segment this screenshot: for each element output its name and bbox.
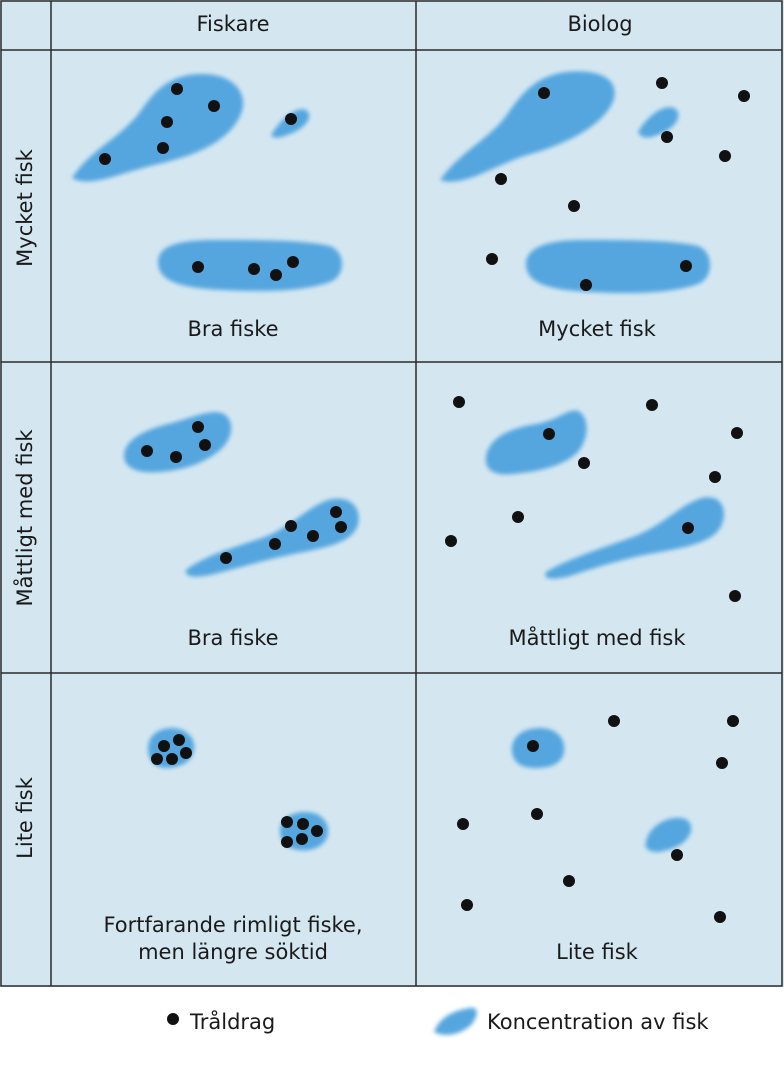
legend-trawl-icon <box>167 1013 179 1025</box>
trawl-dot <box>161 116 173 128</box>
trawl-dot <box>531 808 543 820</box>
fish-concentration <box>124 412 232 473</box>
column-header-fisherman: Fiskare <box>196 12 269 36</box>
trawl-dot <box>608 715 620 727</box>
trawl-dot <box>727 715 739 727</box>
row-header-little: Lite fisk <box>13 776 37 859</box>
trawl-dot <box>99 153 111 165</box>
caption-moderate-fisherman: Bra fiske <box>187 626 278 650</box>
caption-moderate-biologist: Måttligt med fisk <box>508 625 686 650</box>
trawl-dot <box>141 445 153 457</box>
trawl-dot <box>192 421 204 433</box>
trawl-dot <box>580 279 592 291</box>
trawl-dot <box>285 520 297 532</box>
trawl-dot <box>453 396 465 408</box>
trawl-dot <box>719 150 731 162</box>
fish-concentration <box>72 74 244 182</box>
fish-concentration <box>638 107 679 138</box>
trawl-dot <box>180 747 192 759</box>
trawl-dot <box>199 439 211 451</box>
trawl-dot <box>281 816 293 828</box>
trawl-dot <box>307 530 319 542</box>
trawl-dot <box>527 740 539 752</box>
trawl-dot <box>171 83 183 95</box>
caption-much-biologist: Mycket fisk <box>538 317 657 341</box>
trawl-dot <box>578 457 590 469</box>
trawl-dot <box>296 833 308 845</box>
trawl-dot <box>330 506 342 518</box>
trawl-dot <box>709 471 721 483</box>
trawl-dot <box>661 131 673 143</box>
row-header-much: Mycket fisk <box>13 148 37 267</box>
trawl-dot <box>512 511 524 523</box>
trawl-dot <box>287 256 299 268</box>
trawl-dot <box>297 818 309 830</box>
legend: Tråldrag Koncentration av fisk <box>167 1007 709 1035</box>
trawl-dot <box>731 427 743 439</box>
trawl-dot <box>208 100 220 112</box>
caption-little-biologist: Lite fisk <box>556 940 639 964</box>
fish-concentration <box>485 410 587 475</box>
caption-much-fisherman: Bra fiske <box>187 317 278 341</box>
trawl-dot <box>543 428 555 440</box>
trawl-dot <box>656 77 668 89</box>
legend-trawl-label: Tråldrag <box>189 1009 275 1034</box>
trawl-dot <box>335 521 347 533</box>
trawl-hauls <box>99 77 750 923</box>
trawl-dot <box>486 253 498 265</box>
trawl-dot <box>646 399 658 411</box>
trawl-dot <box>166 753 178 765</box>
trawl-dot <box>716 757 728 769</box>
trawl-dot <box>248 263 260 275</box>
trawl-dot <box>563 875 575 887</box>
legend-concentration-icon <box>434 1007 477 1035</box>
trawl-dot <box>729 590 741 602</box>
legend-concentration-label: Koncentration av fisk <box>487 1010 709 1034</box>
trawl-dot <box>568 200 580 212</box>
fish-concentration <box>645 817 692 852</box>
trawl-dot <box>220 552 232 564</box>
trawl-dot <box>270 269 282 281</box>
trawl-dot <box>457 818 469 830</box>
trawl-dot <box>157 142 169 154</box>
trawl-dot <box>671 849 683 861</box>
column-header-biologist: Biolog <box>567 12 632 36</box>
caption-little-fisherman-line1: Fortfarande rimligt fiske, <box>103 913 362 937</box>
fish-concentration <box>440 71 615 182</box>
trawl-dot <box>461 899 473 911</box>
trawl-dot <box>281 836 293 848</box>
trawl-dot <box>738 90 750 102</box>
trawl-dot <box>680 260 692 272</box>
trawl-dot <box>269 538 281 550</box>
trawl-dot <box>682 522 694 534</box>
caption-little-fisherman-line2: men längre söktid <box>138 940 328 964</box>
trawl-dot <box>170 451 182 463</box>
trawl-dot <box>311 825 323 837</box>
trawl-dot <box>151 753 163 765</box>
trawl-dot <box>538 87 550 99</box>
trawl-dot <box>192 261 204 273</box>
trawl-dot <box>445 535 457 547</box>
fish-concentration <box>526 240 710 294</box>
trawl-dot <box>158 740 170 752</box>
trawl-dot <box>285 113 297 125</box>
fish-concentration <box>545 497 724 579</box>
trawl-dot <box>714 911 726 923</box>
trawl-dot <box>173 734 185 746</box>
trawl-dot <box>495 173 507 185</box>
row-header-moderate: Måttligt med fisk <box>12 429 37 607</box>
